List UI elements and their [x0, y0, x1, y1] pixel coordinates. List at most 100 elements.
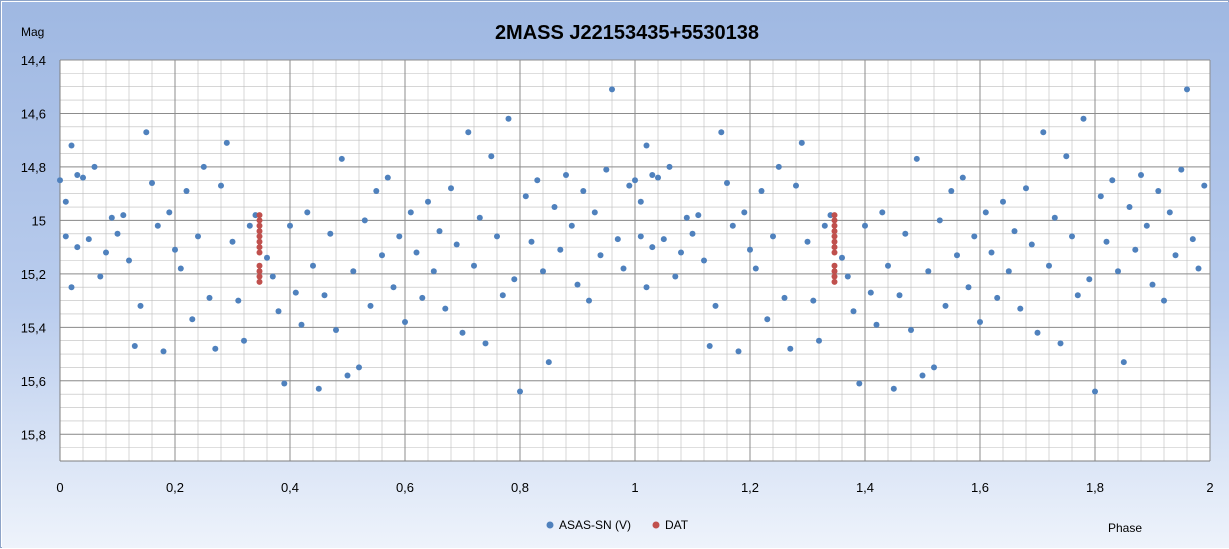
data-point-asas-sn-v: [856, 380, 863, 387]
data-point-asas-sn-v: [637, 198, 644, 205]
data-point-dat: [831, 244, 838, 251]
data-point-asas-sn-v: [994, 294, 1001, 301]
data-point-asas-sn-v: [488, 153, 495, 160]
data-point-asas-sn-v: [1195, 265, 1202, 272]
x-tick-label: 1,4: [856, 480, 874, 495]
data-point-asas-sn-v: [1097, 193, 1104, 200]
data-point-asas-sn-v: [586, 297, 592, 304]
data-point-asas-sn-v: [338, 155, 345, 162]
data-point-asas-sn-v: [91, 163, 98, 170]
data-point-asas-sn-v: [1126, 204, 1133, 210]
data-point-asas-sn-v: [913, 155, 920, 162]
data-point-dat: [831, 278, 838, 285]
data-point-asas-sn-v: [200, 163, 207, 170]
x-tick-label: 2: [1206, 480, 1213, 495]
data-point-asas-sn-v: [154, 222, 161, 229]
data-point-asas-sn-v: [591, 209, 598, 216]
data-point-asas-sn-v: [1109, 177, 1116, 184]
data-point-asas-sn-v: [511, 276, 518, 283]
data-point-asas-sn-v: [626, 182, 633, 189]
data-point-asas-sn-v: [683, 214, 690, 221]
data-point-asas-sn-v: [430, 268, 437, 275]
data-point-asas-sn-v: [1184, 86, 1190, 93]
data-point-asas-sn-v: [660, 236, 667, 243]
data-point-asas-sn-v: [62, 198, 69, 205]
data-point-dat: [256, 212, 263, 219]
data-point-asas-sn-v: [1005, 268, 1012, 275]
y-tick-label: 15,4: [21, 320, 46, 335]
data-point-dat: [256, 278, 263, 285]
data-point-dat: [256, 262, 263, 269]
x-tick-label: 0,2: [166, 480, 184, 495]
data-point-asas-sn-v: [68, 284, 75, 291]
data-point-asas-sn-v: [908, 327, 914, 333]
data-point-dat: [831, 233, 838, 240]
data-point-asas-sn-v: [189, 316, 196, 323]
data-point-asas-sn-v: [264, 254, 270, 261]
data-point-asas-sn-v: [781, 294, 788, 301]
data-point-asas-sn-v: [672, 273, 679, 280]
data-point-asas-sn-v: [741, 209, 748, 216]
data-point-asas-sn-v: [718, 129, 725, 136]
data-point-asas-sn-v: [390, 284, 397, 291]
data-point-asas-sn-v: [407, 209, 414, 216]
data-point-asas-sn-v: [1017, 305, 1024, 312]
data-point-asas-sn-v: [379, 252, 385, 259]
data-point-asas-sn-v: [149, 180, 155, 186]
data-point-asas-sn-v: [816, 337, 822, 344]
data-point-asas-sn-v: [574, 281, 581, 288]
data-point-asas-sn-v: [764, 316, 771, 323]
data-point-asas-sn-v: [528, 238, 535, 245]
data-point-asas-sn-v: [850, 308, 857, 315]
data-point-asas-sn-v: [1028, 241, 1035, 248]
data-point-asas-sn-v: [919, 372, 926, 379]
data-point-asas-sn-v: [459, 329, 466, 336]
data-point-asas-sn-v: [183, 188, 190, 194]
data-point-dat: [831, 212, 838, 219]
data-point-asas-sn-v: [747, 246, 753, 253]
data-point-asas-sn-v: [1069, 233, 1075, 240]
data-point-asas-sn-v: [568, 222, 575, 229]
data-point-asas-sn-v: [804, 238, 811, 245]
data-point-asas-sn-v: [752, 265, 759, 272]
data-point-asas-sn-v: [563, 172, 569, 178]
data-point-asas-sn-v: [80, 174, 86, 181]
data-point-asas-sn-v: [315, 385, 322, 392]
data-point-asas-sn-v: [131, 343, 138, 349]
data-point-dat: [256, 233, 263, 240]
data-point-asas-sn-v: [344, 372, 351, 379]
data-point-asas-sn-v: [476, 214, 483, 221]
data-point-asas-sn-v: [212, 345, 219, 352]
data-point-asas-sn-v: [982, 209, 989, 216]
data-point-asas-sn-v: [304, 209, 311, 216]
data-point-dat: [831, 238, 838, 245]
data-point-asas-sn-v: [321, 292, 328, 299]
data-point-asas-sn-v: [292, 289, 299, 296]
legend-marker-dat: [652, 521, 660, 529]
data-point-asas-sn-v: [971, 233, 978, 240]
data-point-asas-sn-v: [1051, 214, 1058, 221]
data-point-asas-sn-v: [678, 249, 684, 256]
data-point-asas-sn-v: [499, 292, 506, 299]
data-point-asas-sn-v: [534, 177, 541, 184]
data-point-asas-sn-v: [597, 252, 604, 259]
data-point-asas-sn-v: [775, 163, 782, 170]
data-point-asas-sn-v: [448, 185, 454, 192]
x-tick-label: 1: [631, 480, 638, 495]
data-point-asas-sn-v: [229, 238, 236, 245]
data-point-asas-sn-v: [862, 222, 868, 229]
data-point-asas-sn-v: [402, 319, 408, 325]
data-point-asas-sn-v: [844, 273, 851, 280]
data-point-asas-sn-v: [1080, 115, 1087, 122]
data-point-asas-sn-v: [1046, 262, 1052, 269]
data-point-asas-sn-v: [637, 233, 644, 240]
data-point-asas-sn-v: [367, 302, 374, 309]
data-point-asas-sn-v: [120, 212, 127, 219]
legend-marker-asas-sn: [546, 521, 554, 529]
data-point-asas-sn-v: [931, 364, 937, 371]
data-point-asas-sn-v: [936, 217, 943, 224]
legend: ASAS-SN (V) DAT: [546, 518, 689, 532]
data-point-dat: [831, 249, 838, 256]
